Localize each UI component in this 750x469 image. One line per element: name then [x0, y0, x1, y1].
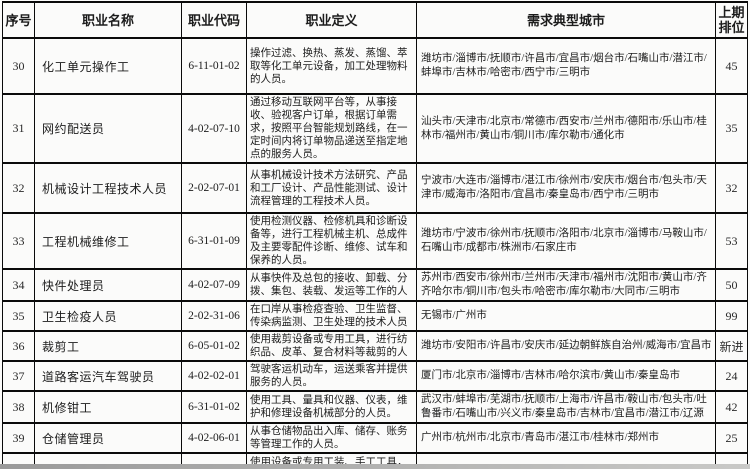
cell-previous-rank: 新进: [715, 330, 748, 362]
cell-occupation-name: 裁剪工: [34, 330, 182, 362]
cell-previous-rank: 53: [715, 212, 748, 270]
cell-serial-number: 34: [2, 268, 35, 302]
cell-serial-number: 39: [2, 422, 35, 454]
cell-previous-rank: 24: [715, 360, 748, 392]
cell-occupation-name: 机修钳工: [34, 390, 182, 424]
cell-occupation-name: 机械设计工程技术人员: [34, 162, 182, 214]
cell-occupation-name: 道路客运汽车驾驶员: [34, 360, 182, 392]
col-header-occupation-definition: 职业定义: [246, 1, 417, 39]
cell-serial-number: 35: [2, 300, 35, 332]
table-row: 37 道路客运汽车驾驶员 4-02-02-01 驾驶客运机动车，运送乘客并提供服…: [2, 360, 748, 392]
table-row: 32 机械设计工程技术人员 2-02-07-01 从事机械设计技术方法研究、产品…: [2, 162, 748, 214]
cell-occupation-name: 网约配送员: [34, 93, 182, 164]
cell-definition: 使用检测仪器、检修机具和诊断设备等，进行工程机械主机、总成件及主要零配件诊断、维…: [246, 212, 417, 270]
table-body: 30 化工单元操作工 6-11-01-02 操作过滤、换热、蒸发、蒸馏、萃取等化…: [2, 37, 748, 469]
table-row: 34 快件处理员 4-02-07-09 从事快件及总包的接收、卸载、分拨、集包、…: [2, 268, 748, 302]
cell-demand-cities: 武汉市/蚌埠市/芜湖市/抚顺市/上海市/许昌市/鞍山市/包头市/吐鲁番市/石嘴山…: [416, 390, 716, 424]
cell-serial-number: 32: [2, 162, 35, 214]
cell-demand-cities: 潍坊市/宁波市/徐州市/抚顺市/洛阳市/北京市/淄博市/马鞍山市/石嘴山市/成都…: [416, 212, 716, 270]
cell-previous-rank: 35: [715, 93, 748, 164]
table-row: 39 仓储管理员 4-02-06-01 从事仓储物品出入库、储存、账务等管理工作…: [2, 422, 748, 454]
cell-demand-cities: 汕头市/天津市/北京市/常德市/西安市/兰州市/德阳市/乐山市/桂林市/福州市/…: [416, 93, 716, 164]
cell-occupation-code: 6-11-01-02: [181, 37, 247, 95]
col-header-demand-cities: 需求典型城市: [416, 1, 716, 39]
cell-occupation-code: 2-02-31-06: [181, 300, 247, 332]
cell-serial-number: 31: [2, 93, 35, 164]
cell-occupation-name: 仓储管理员: [34, 422, 182, 454]
table-row: 33 工程机械维修工 6-31-01-09 使用检测仪器、检修机具和诊断设备等，…: [2, 212, 748, 270]
cell-demand-cities: 无锡市/广州市: [416, 300, 716, 332]
col-header-serial-number: 序号: [2, 1, 35, 39]
scan-edge-artifact: [0, 464, 750, 469]
cell-occupation-name: 快件处理员: [34, 268, 182, 302]
table-row: 30 化工单元操作工 6-11-01-02 操作过滤、换热、蒸发、蒸馏、萃取等化…: [2, 37, 748, 95]
cell-definition: 使用裁剪设备或专用工具，进行纺织品、皮革、复合材料等裁剪的人: [246, 330, 417, 362]
cell-occupation-code: 6-31-01-09: [181, 212, 247, 270]
cell-previous-rank: 25: [715, 422, 748, 454]
cell-occupation-code: 4-02-07-09: [181, 268, 247, 302]
col-header-occupation-code: 职业代码: [181, 1, 247, 39]
cell-previous-rank: 99: [715, 300, 748, 332]
table-row: 35 卫生检疫人员 2-02-31-06 在口岸从事检疫查验、卫生监督、传染病监…: [2, 300, 748, 332]
cell-occupation-name: 卫生检疫人员: [34, 300, 182, 332]
cell-serial-number: 38: [2, 390, 35, 424]
header-row: 序号 职业名称 职业代码 职业定义 需求典型城市 上期排位: [2, 1, 748, 39]
cell-previous-rank: 45: [715, 37, 748, 95]
cell-occupation-code: 4-02-02-01: [181, 360, 247, 392]
cell-demand-cities: 宁波市/大连市/淄博市/湛江市/徐州市/安庆市/烟台市/包头市/天津市/威海市/…: [416, 162, 716, 214]
cell-definition: 驾驶客运机动车，运送乘客并提供服务的人员。: [246, 360, 417, 392]
cell-occupation-code: 2-02-07-01: [181, 162, 247, 214]
col-header-occupation-name: 职业名称: [34, 1, 182, 39]
cell-serial-number: 37: [2, 360, 35, 392]
cell-definition: 在口岸从事检疫查验、卫生监督、传染病监测、卫生处理的技术人员: [246, 300, 417, 332]
cell-serial-number: 36: [2, 330, 35, 362]
table-row: 36 裁剪工 6-05-01-02 使用裁剪设备或专用工具，进行纺织品、皮革、复…: [2, 330, 748, 362]
cell-occupation-code: 6-05-01-02: [181, 330, 247, 362]
cell-previous-rank: 50: [715, 268, 748, 302]
cell-occupation-code: 4-02-07-10: [181, 93, 247, 164]
cell-demand-cities: 厦门市/北京市/淄博市/吉林市/哈尔滨市/黄山市/秦皇岛市: [416, 360, 716, 392]
cell-previous-rank: 32: [715, 162, 748, 214]
cell-demand-cities: 苏州市/西安市/徐州市/兰州市/天津市/福州市/沈阳市/黄山市/齐齐哈尔市/铜川…: [416, 268, 716, 302]
cell-occupation-name: 化工单元操作工: [34, 37, 182, 95]
cell-occupation-code: 4-02-06-01: [181, 422, 247, 454]
cell-demand-cities: 广州市/杭州市/北京市/青岛市/湛江市/桂林市/郑州市: [416, 422, 716, 454]
cell-previous-rank: 42: [715, 390, 748, 424]
cell-serial-number: 33: [2, 212, 35, 270]
table-row: 38 机修钳工 6-31-01-02 使用工具、量具和仪器、仪表，维护和修理设备…: [2, 390, 748, 424]
cell-definition: 操作过滤、换热、蒸发、蒸馏、萃取等化工单元设备，加工处理物料的人员。: [246, 37, 417, 95]
table-row: 31 网约配送员 4-02-07-10 通过移动互联网平台等，从事接收、验视客户…: [2, 93, 748, 164]
cell-demand-cities: 潍坊市/淄博市/抚顺市/许昌市/宜昌市/烟台市/石嘴山市/潜江市/蚌埠市/吉林市…: [416, 37, 716, 95]
cell-serial-number: 30: [2, 37, 35, 95]
col-header-previous-rank: 上期排位: [715, 1, 748, 39]
cell-definition: 通过移动互联网平台等，从事接收、验视客户订单，根据订单需求，按照平台智能规划路线…: [246, 93, 417, 164]
cell-demand-cities: 潍坊市/安阳市/许昌市/安庆市/延边朝鲜族自治州/威海市/宜昌市: [416, 330, 716, 362]
cell-occupation-code: 6-31-01-02: [181, 390, 247, 424]
cell-definition: 从事机械设计技术方法研究、产品和工厂设计、产品性能测试、设计流程管理的工程技术人…: [246, 162, 417, 214]
cell-definition: 使用工具、量具和仪器、仪表，维护和修理设备机械部分的人员。: [246, 390, 417, 424]
cell-definition: 从事快件及总包的接收、卸载、分拨、集包、装载、发运等工作的人: [246, 268, 417, 302]
cell-occupation-name: 工程机械维修工: [34, 212, 182, 270]
cell-definition: 从事仓储物品出入库、储存、账务等管理工作的人员。: [246, 422, 417, 454]
